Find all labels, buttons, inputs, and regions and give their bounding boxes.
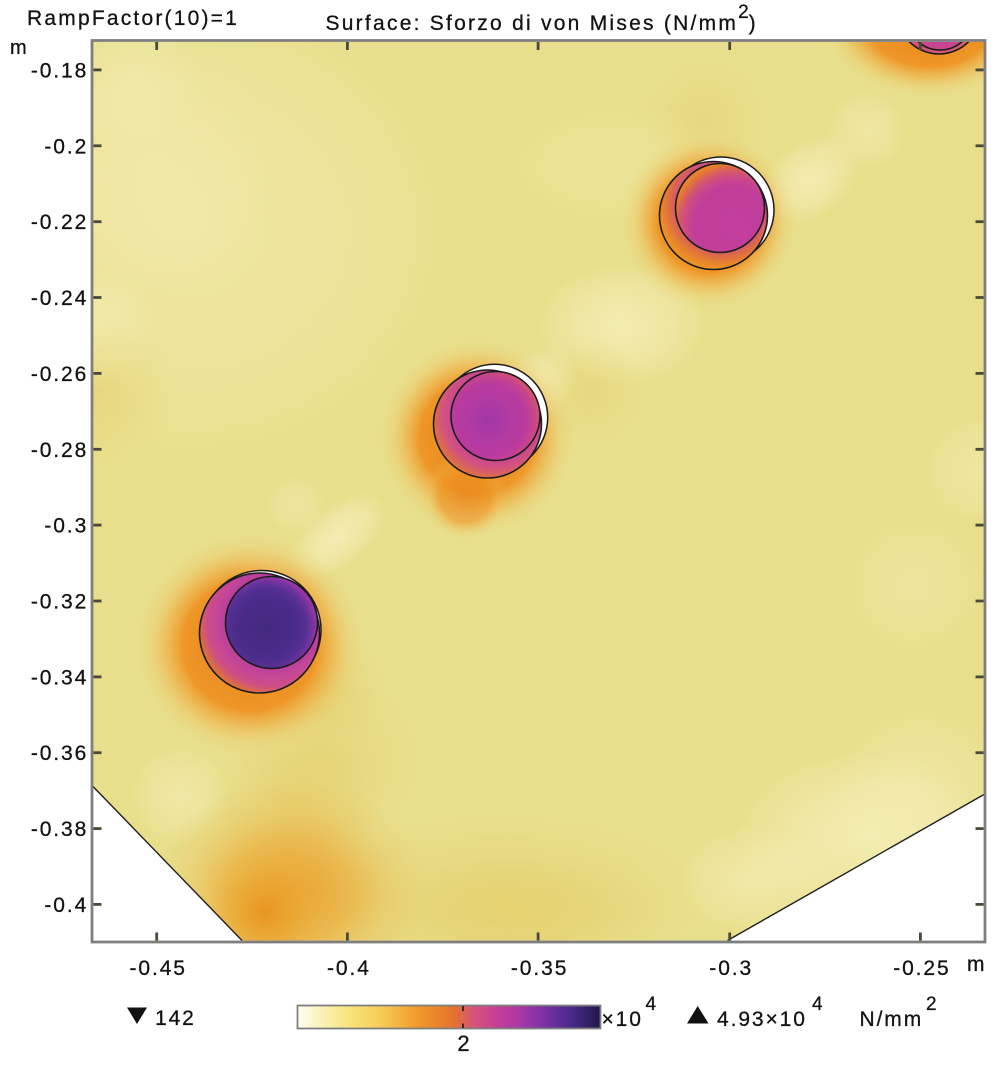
svg-text:4: 4 xyxy=(812,994,823,1015)
svg-text:m: m xyxy=(10,37,27,59)
svg-text:-0.3: -0.3 xyxy=(44,515,88,538)
svg-text:-0.25: -0.25 xyxy=(893,957,950,980)
svg-text:-0.45: -0.45 xyxy=(130,957,187,980)
svg-text:2: 2 xyxy=(457,1031,469,1056)
svg-text:4.93×10: 4.93×10 xyxy=(717,1008,807,1031)
svg-text:-0.3: -0.3 xyxy=(709,957,753,980)
svg-text:-0.36: -0.36 xyxy=(31,742,88,765)
svg-text:m: m xyxy=(967,953,985,976)
svg-text:-0.4: -0.4 xyxy=(44,894,88,917)
svg-text:-0.35: -0.35 xyxy=(511,957,568,980)
svg-text:-0.2: -0.2 xyxy=(44,135,88,158)
svg-text:-0.38: -0.38 xyxy=(31,818,88,841)
svg-text:-0.28: -0.28 xyxy=(31,439,88,462)
svg-text:142: 142 xyxy=(155,1007,196,1030)
svg-text:N/mm: N/mm xyxy=(860,1008,924,1031)
svg-text:-0.18: -0.18 xyxy=(31,59,88,82)
svg-text:-0.4: -0.4 xyxy=(327,957,371,980)
svg-text:-0.26: -0.26 xyxy=(31,363,88,386)
svg-text:-0.22: -0.22 xyxy=(31,211,88,234)
svg-text:-0.32: -0.32 xyxy=(31,591,88,614)
svg-text:×10: ×10 xyxy=(602,1008,643,1031)
svg-text:-0.24: -0.24 xyxy=(31,287,88,310)
svg-text:RampFactor(10)=1: RampFactor(10)=1 xyxy=(27,7,239,30)
svg-text:4: 4 xyxy=(646,994,657,1015)
svg-text:-0.34: -0.34 xyxy=(31,666,88,689)
svg-text:2: 2 xyxy=(926,994,937,1015)
